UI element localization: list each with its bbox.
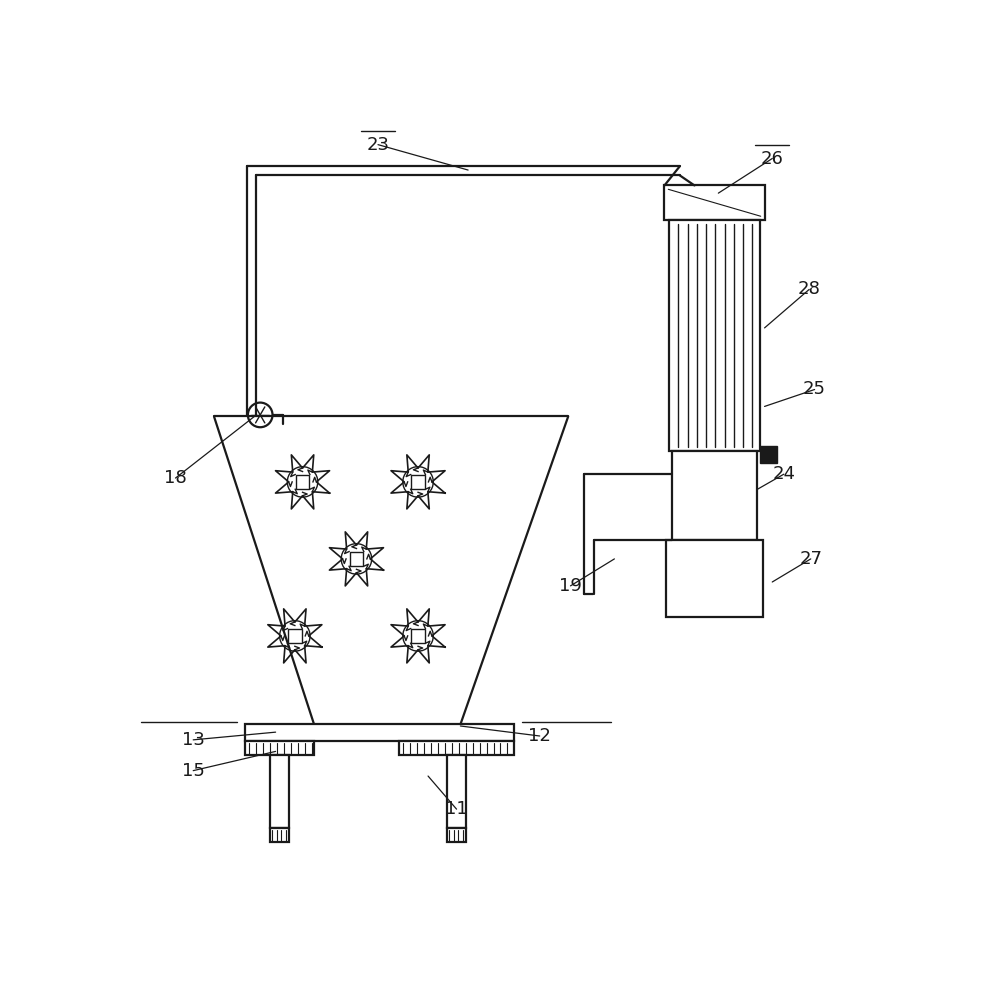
Bar	[760, 446, 777, 463]
Bar	[411, 475, 425, 489]
Text: 26: 26	[761, 149, 784, 167]
Bar	[245, 724, 514, 741]
Bar	[270, 755, 289, 828]
Text: 24: 24	[772, 465, 795, 483]
Bar	[288, 629, 302, 643]
Text: 12: 12	[528, 727, 551, 745]
Bar	[245, 741, 314, 755]
Bar	[398, 741, 514, 755]
Text: 25: 25	[803, 380, 826, 398]
Text: 27: 27	[799, 550, 823, 568]
Text: 15: 15	[182, 762, 204, 780]
Text: 18: 18	[164, 469, 187, 487]
Text: 28: 28	[798, 280, 821, 298]
Text: 19: 19	[559, 577, 582, 595]
Bar	[350, 552, 364, 566]
Bar	[447, 828, 466, 842]
Text: 13: 13	[182, 731, 204, 749]
Text: 11: 11	[445, 800, 468, 818]
Bar	[669, 220, 760, 451]
Text: 23: 23	[367, 136, 389, 154]
Bar	[666, 540, 763, 617]
Bar	[664, 185, 765, 220]
Bar	[296, 475, 310, 489]
Bar	[672, 451, 757, 540]
Bar	[270, 828, 289, 842]
Bar	[411, 629, 425, 643]
Bar	[447, 755, 466, 828]
